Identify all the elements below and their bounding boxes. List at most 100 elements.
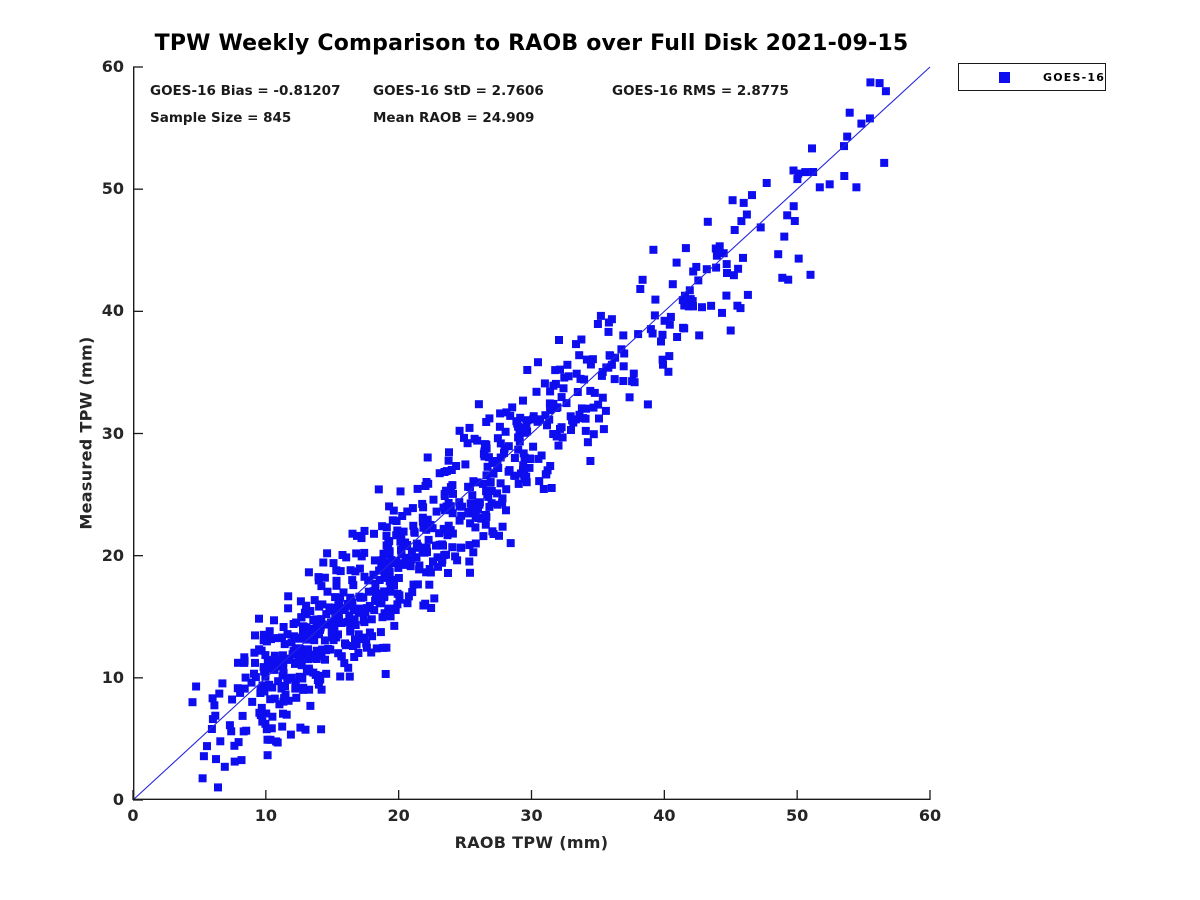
data-point <box>553 403 562 412</box>
data-point <box>502 506 510 515</box>
data-point <box>519 449 528 458</box>
data-point <box>440 492 449 500</box>
data-point <box>305 685 314 694</box>
data-point <box>304 568 313 577</box>
data-point <box>318 645 327 654</box>
data-point <box>259 636 268 645</box>
data-point <box>251 658 259 667</box>
data-point <box>248 697 257 706</box>
data-point <box>215 689 224 698</box>
data-point <box>409 580 418 589</box>
data-point <box>668 280 677 289</box>
data-point <box>323 549 332 558</box>
data-point <box>263 658 272 666</box>
data-point <box>419 503 428 512</box>
data-point <box>435 469 444 478</box>
legend-entry-label: GOES-16 <box>1043 71 1106 84</box>
data-point <box>262 709 271 718</box>
data-point <box>296 723 305 732</box>
data-point <box>208 694 217 703</box>
data-point <box>484 453 493 462</box>
data-point <box>487 487 496 495</box>
stat-sample-size: Sample Size = 845 <box>150 110 292 126</box>
data-point <box>504 467 513 476</box>
data-point <box>313 630 322 639</box>
data-point <box>449 489 457 498</box>
data-point <box>473 436 482 445</box>
data-point <box>432 507 441 516</box>
data-point <box>630 378 639 387</box>
data-point <box>617 345 626 354</box>
data-point <box>413 580 422 589</box>
data-point <box>581 426 590 435</box>
data-point <box>403 507 412 516</box>
data-point <box>501 427 510 436</box>
data-point <box>580 375 589 384</box>
data-point <box>381 573 390 582</box>
data-point <box>510 454 519 462</box>
data-point <box>546 406 555 415</box>
data-point <box>350 615 359 624</box>
data-point <box>719 249 728 258</box>
data-point <box>255 708 264 717</box>
data-point <box>336 593 345 602</box>
data-point <box>466 519 475 528</box>
data-point <box>364 587 373 596</box>
data-point <box>743 290 752 299</box>
data-point <box>267 724 276 733</box>
data-point <box>203 742 211 751</box>
data-point <box>367 615 376 624</box>
data-point <box>277 684 286 693</box>
data-point <box>263 751 272 760</box>
data-point <box>789 202 798 211</box>
data-point <box>736 304 745 313</box>
data-point <box>582 355 591 364</box>
data-point <box>783 211 792 220</box>
y-tick-label: 10 <box>101 667 124 687</box>
data-point <box>491 457 500 465</box>
data-point <box>728 196 737 205</box>
data-point <box>313 676 322 684</box>
data-point <box>360 526 369 535</box>
data-point <box>412 553 421 562</box>
data-point <box>396 537 405 546</box>
data-point <box>522 420 531 429</box>
data-point <box>493 500 502 509</box>
data-point <box>344 663 353 672</box>
data-point <box>540 379 549 388</box>
data-point <box>589 403 598 412</box>
data-point <box>220 762 229 771</box>
data-point <box>250 648 259 657</box>
data-point <box>291 659 299 668</box>
data-point <box>469 477 478 486</box>
data-point <box>389 506 398 515</box>
data-point <box>692 262 701 271</box>
data-point <box>689 267 698 276</box>
data-point <box>508 403 517 412</box>
data-point <box>514 479 523 488</box>
data-point <box>534 358 542 367</box>
data-point <box>567 426 575 434</box>
data-point <box>604 318 613 327</box>
data-point <box>401 553 410 562</box>
data-point <box>602 363 611 372</box>
data-point <box>573 388 582 396</box>
data-point <box>466 568 474 577</box>
data-point <box>257 703 266 712</box>
data-point <box>496 479 505 488</box>
data-point <box>875 79 884 88</box>
data-point <box>319 558 328 567</box>
data-point <box>336 567 345 576</box>
data-point <box>794 169 803 178</box>
data-point <box>713 246 722 255</box>
data-point <box>598 393 607 402</box>
data-point <box>324 644 333 653</box>
data-point <box>353 531 361 540</box>
data-point <box>551 366 560 375</box>
y-tick-label: 0 <box>112 790 124 809</box>
data-point <box>240 656 249 665</box>
data-point <box>581 414 590 423</box>
data-point <box>403 599 412 608</box>
data-point <box>471 523 480 532</box>
data-point <box>541 470 550 479</box>
